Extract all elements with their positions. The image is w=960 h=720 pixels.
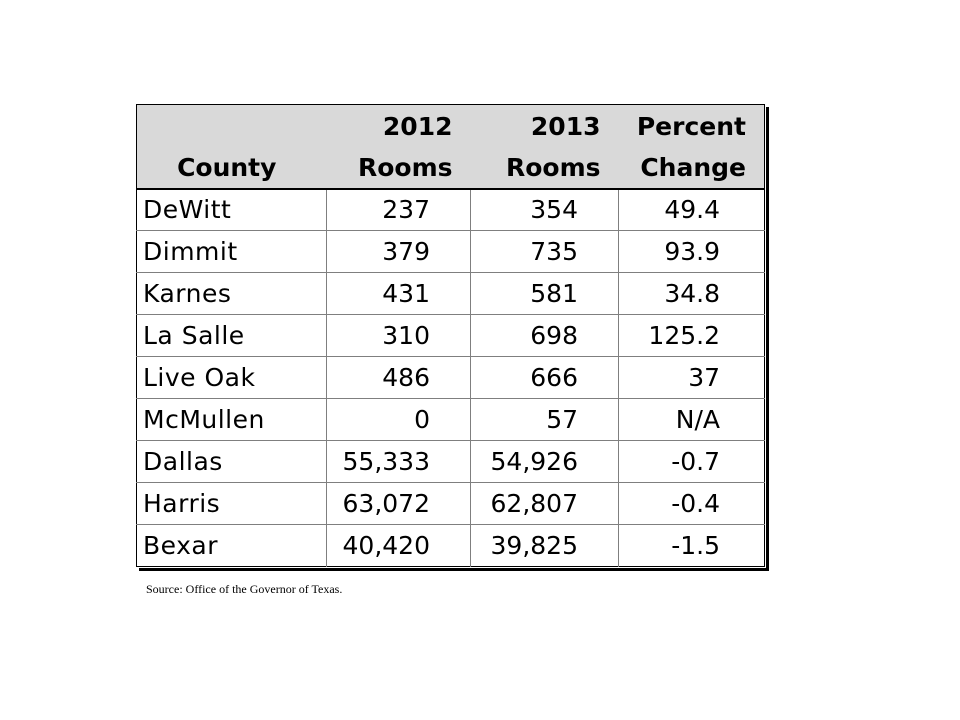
county-cell: Live Oak — [136, 356, 327, 399]
table-body: DeWitt 237 354 49.4 Dimmit 379 735 93.9 Karnes 43… — [136, 188, 765, 567]
rooms-2012-cell: 431 — [326, 272, 471, 315]
table-row: Harris 63,072 62,807 -0.4 — [136, 482, 765, 525]
rooms-2013-cell: 666 — [470, 356, 619, 399]
rooms-2013-cell: 735 — [470, 230, 619, 273]
header-percent-line2: Change — [640, 152, 746, 182]
rooms-2012-cell: 0 — [326, 398, 471, 441]
header-2013-line2: Rooms — [505, 152, 601, 182]
percent-change-cell: 93.9 — [618, 230, 765, 273]
percent-change-cell: 34.8 — [618, 272, 765, 315]
rooms-2012-cell: 310 — [326, 314, 471, 357]
county-cell: McMullen — [136, 398, 327, 441]
header-row: County 2012 Rooms 2013 Rooms Percent Cha… — [136, 104, 765, 190]
header-2012-line1: 2012 — [382, 111, 453, 141]
percent-change-cell: 37 — [618, 356, 765, 399]
table-row: McMullen 0 57 N/A — [136, 398, 765, 441]
header-county: County — [136, 104, 327, 190]
county-cell: Karnes — [136, 272, 327, 315]
table-row: Dallas 55,333 54,926 -0.7 — [136, 440, 765, 483]
rooms-2012-cell: 55,333 — [326, 440, 471, 483]
header-2013-rooms: 2013 Rooms — [470, 104, 619, 190]
header-county-line2: County — [177, 152, 277, 182]
county-cell: La Salle — [136, 314, 327, 357]
percent-change-cell: -0.7 — [618, 440, 765, 483]
county-cell: Dimmit — [136, 230, 327, 273]
rooms-2013-cell: 54,926 — [470, 440, 619, 483]
percent-change-cell: N/A — [618, 398, 765, 441]
county-cell: Harris — [136, 482, 327, 525]
rooms-2012-cell: 486 — [326, 356, 471, 399]
table-row: Bexar 40,420 39,825 -1.5 — [136, 524, 765, 567]
percent-change-cell: 125.2 — [618, 314, 765, 357]
rooms-2012-cell: 63,072 — [326, 482, 471, 525]
rooms-2013-cell: 62,807 — [470, 482, 619, 525]
source-note: Source: Office of the Governor of Texas. — [146, 582, 343, 596]
data-table: County 2012 Rooms 2013 Rooms Percent Cha… — [136, 104, 765, 567]
percent-change-cell: 49.4 — [618, 188, 765, 231]
table-row: La Salle 310 698 125.2 — [136, 314, 765, 357]
rooms-2012-cell: 237 — [326, 188, 471, 231]
rooms-2013-cell: 698 — [470, 314, 619, 357]
table-row: Dimmit 379 735 93.9 — [136, 230, 765, 273]
rooms-2012-cell: 40,420 — [326, 524, 471, 567]
county-cell: DeWitt — [143, 195, 232, 225]
hotel-rooms-table: County 2012 Rooms 2013 Rooms Percent Cha… — [136, 104, 766, 568]
county-cell: Bexar — [136, 524, 327, 567]
table-row: Live Oak 486 666 37 — [136, 356, 765, 399]
rooms-2013-cell: 39,825 — [470, 524, 619, 567]
table-row: Karnes 431 581 34.8 — [136, 272, 765, 315]
header-percent-line1: Percent — [636, 111, 746, 141]
percent-change-cell: -1.5 — [618, 524, 765, 567]
rooms-2013-cell: 581 — [470, 272, 619, 315]
county-cell: Dallas — [136, 440, 327, 483]
header-percent-change: Percent Change — [618, 104, 765, 190]
rooms-2012-cell: 379 — [326, 230, 471, 273]
header-2013-line1: 2013 — [530, 111, 601, 141]
percent-change-cell: -0.4 — [618, 482, 765, 525]
header-2012-line2: Rooms — [357, 152, 453, 182]
rooms-2013-cell: 57 — [470, 398, 619, 441]
header-2012-rooms: 2012 Rooms — [326, 104, 471, 190]
table-row: DeWitt 237 354 49.4 — [137, 188, 765, 231]
rooms-2013-cell: 354 — [470, 188, 619, 231]
